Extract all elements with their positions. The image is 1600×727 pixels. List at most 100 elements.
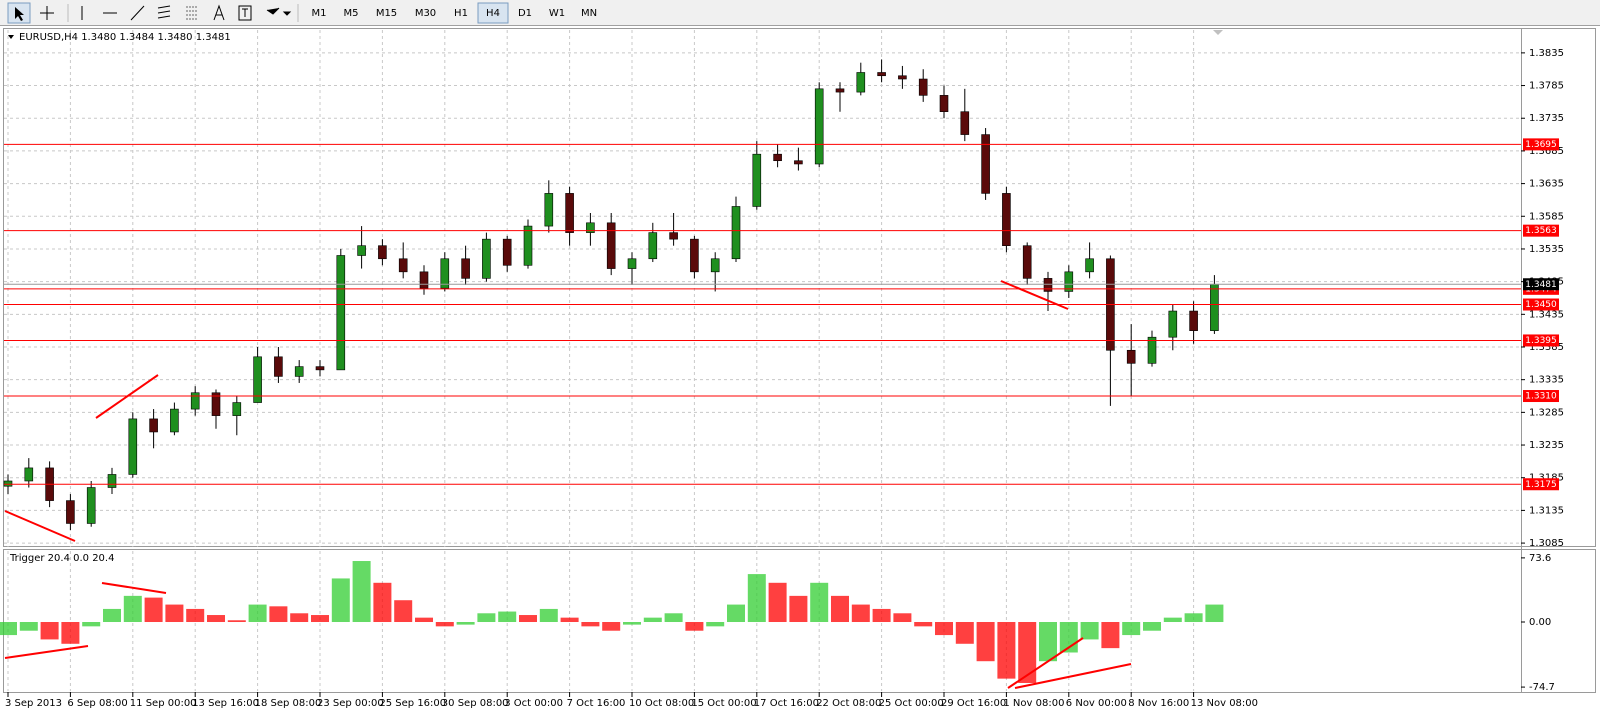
candle-body — [190, 392, 200, 410]
candle-body — [170, 408, 179, 433]
histogram-bar — [1080, 622, 1099, 640]
histogram-bar — [831, 595, 849, 623]
histogram-bar — [415, 617, 433, 623]
timeframe-button[interactable]: M30 — [415, 8, 436, 19]
x-tick-label: 29 Oct 16:00 — [941, 698, 1006, 709]
histogram-bar — [976, 622, 995, 662]
level-label: 1.3395 — [1525, 336, 1557, 346]
histogram-bar — [727, 604, 745, 623]
histogram-bar — [997, 622, 1016, 679]
histogram-bar — [539, 608, 558, 623]
candle-body — [898, 75, 907, 80]
timeframe-bar: M1 M5 M15 M30 H1 H4 D1 W1 MN — [312, 2, 597, 24]
histogram-bar — [498, 611, 517, 623]
histogram-bar — [706, 622, 725, 627]
histogram-bar — [851, 604, 870, 623]
timeframe-button[interactable]: H4 — [486, 8, 500, 19]
channel-tool[interactable] — [157, 5, 171, 19]
y-tick-label: 1.3385 — [1529, 342, 1564, 353]
x-tick-label: 22 Oct 08:00 — [816, 698, 881, 709]
level-label: 1.3695 — [1525, 140, 1557, 150]
histogram-bar — [103, 608, 121, 623]
level-label-box — [1523, 224, 1559, 237]
x-tick-label: 23 Sep 00:00 — [317, 698, 384, 709]
plot: 1.36951.35631.34741.34501.33951.33101.31… — [0, 59, 1559, 683]
histogram-bar — [373, 582, 392, 623]
level-label: 1.3310 — [1525, 392, 1557, 402]
histogram-bar — [248, 604, 267, 623]
pane-menu[interactable] — [8, 35, 14, 39]
candle-body — [690, 238, 699, 273]
candle-body — [1147, 336, 1157, 364]
label-tool[interactable] — [238, 5, 252, 21]
trend-line — [1007, 637, 1084, 689]
candle-body — [3, 480, 13, 487]
candle-body — [482, 238, 491, 279]
histogram-bar — [1143, 622, 1161, 631]
x-tick-label: 8 Nov 16:00 — [1128, 698, 1189, 709]
timeframe-button[interactable]: M5 — [344, 8, 359, 19]
fibo-tool[interactable] — [186, 6, 198, 20]
histogram-bar — [893, 613, 912, 623]
candle-body — [939, 95, 949, 113]
candle-body — [544, 193, 554, 227]
timeframe-button[interactable]: W1 — [549, 8, 565, 19]
y-tick-label: 1.3685 — [1529, 146, 1564, 157]
histogram-bar — [664, 613, 683, 623]
candle-body — [336, 255, 346, 371]
histogram-bar — [602, 622, 621, 631]
timeframe-button[interactable]: M15 — [376, 8, 397, 19]
crosshair-tool[interactable] — [40, 6, 54, 20]
candle-body — [440, 258, 450, 289]
histogram-bar — [40, 622, 59, 640]
y-tick-label: -74.7 — [1529, 682, 1555, 693]
text-tool[interactable] — [213, 4, 225, 21]
histogram-bar — [643, 617, 662, 623]
histogram-bar — [810, 582, 829, 623]
trend-line — [4, 645, 89, 659]
timeframe-button[interactable]: H1 — [454, 8, 468, 19]
candle-body — [461, 258, 470, 279]
trend-line — [1000, 280, 1069, 310]
candle-body — [794, 160, 803, 165]
level-label-box — [1523, 390, 1559, 403]
histogram-bar — [0, 622, 17, 636]
timeframe-button[interactable]: D1 — [518, 8, 532, 19]
shift-marker — [1213, 30, 1223, 35]
candle-body — [981, 134, 990, 194]
chart-title: EURUSD,H4 1.3480 1.3484 1.3480 1.3481 — [19, 32, 231, 43]
histogram-bar — [227, 620, 246, 623]
candle-body — [357, 245, 366, 256]
histogram-bar — [165, 604, 184, 623]
candle-body — [502, 238, 512, 266]
histogram-bar — [19, 622, 38, 631]
arrows-tool[interactable] — [266, 7, 292, 16]
x-tick-label: 13 Nov 08:00 — [1191, 698, 1258, 709]
candle-body — [1085, 258, 1094, 273]
y-tick-label: 1.3235 — [1529, 440, 1564, 451]
trendline-tool[interactable] — [130, 5, 145, 21]
x-tick-label: 30 Sep 08:00 — [442, 698, 509, 709]
histogram-bar — [1101, 622, 1120, 649]
x-tick-label: 18 Sep 08:00 — [255, 698, 322, 709]
candle-body — [211, 392, 221, 416]
x-tick-label: 15 Oct 00:00 — [691, 698, 756, 709]
candle-body — [710, 258, 720, 273]
trend-line — [101, 582, 167, 594]
y-tick-label: 1.3285 — [1529, 407, 1564, 418]
timeframe-button[interactable]: M1 — [312, 8, 327, 19]
candle-body — [107, 474, 117, 488]
candle-body — [232, 402, 242, 416]
histogram-bar — [768, 582, 787, 623]
histogram-bar — [435, 622, 454, 627]
histogram-bar — [186, 608, 205, 623]
candle-body — [731, 206, 741, 260]
level-label: 1.3175 — [1525, 480, 1557, 490]
timeframe-button[interactable]: MN — [581, 8, 597, 19]
histogram-bar — [61, 622, 80, 644]
indicator-pane — [3, 549, 1596, 693]
y-tick-label: 73.6 — [1529, 553, 1551, 564]
histogram-bar — [352, 561, 371, 623]
y-tick-label: 1.3835 — [1529, 48, 1564, 59]
level-label-box — [1523, 334, 1559, 347]
